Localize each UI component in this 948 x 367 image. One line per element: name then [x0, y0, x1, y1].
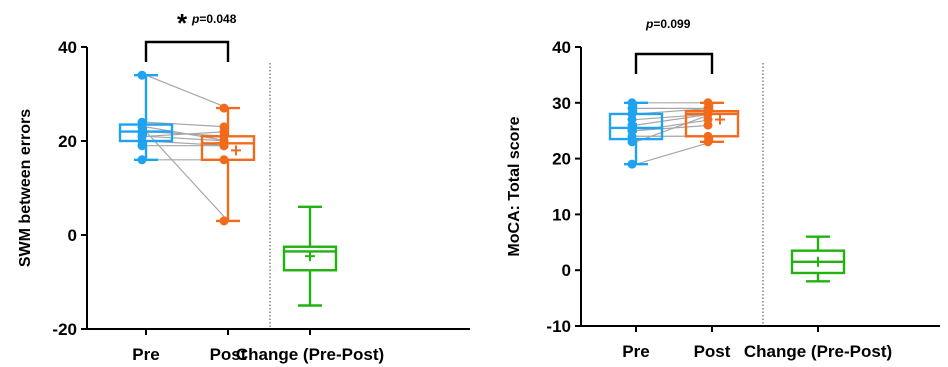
y-tick-label: 10 [552, 205, 571, 224]
x-tick-label: Post [210, 345, 247, 364]
paired-line [145, 121, 229, 128]
significance-star: * [177, 8, 188, 38]
y-tick-label: 40 [58, 38, 77, 57]
paired-line [635, 113, 713, 143]
data-point-pre [137, 155, 147, 165]
data-point-post [703, 120, 713, 130]
x-tick-label: Change (Pre-Post) [236, 345, 384, 364]
p-value-label: p=0.099 [645, 17, 691, 31]
data-point-post [703, 137, 713, 147]
box-change-pre-post [790, 235, 846, 283]
data-point-pre [137, 141, 147, 151]
data-point-pre [137, 131, 147, 141]
paired-line [145, 74, 229, 109]
paired-line [635, 113, 713, 126]
data-point-pre [627, 159, 637, 169]
data-point-post [703, 109, 713, 119]
y-tick-label: -10 [546, 317, 571, 336]
significance-bracket [144, 40, 230, 62]
paired-line [635, 141, 713, 165]
data-point-post [219, 127, 229, 137]
p-value: =0.048 [199, 12, 236, 26]
p-value-label: p=0.048 [191, 12, 237, 26]
p-value: =0.099 [653, 17, 690, 31]
y-tick-label: 40 [552, 38, 571, 57]
x-tick-label: Post [694, 342, 731, 361]
y-tick-label: 20 [58, 132, 77, 151]
x-tick-label: Change (Pre-Post) [744, 342, 892, 361]
box-change-pre-post [282, 205, 338, 307]
x-tick-label: Pre [622, 342, 649, 361]
data-point-pre [137, 122, 147, 132]
y-axis-title: SWM between errors [17, 109, 34, 267]
y-axis-title: MoCA: Total score [506, 116, 523, 256]
data-point-post [219, 216, 229, 226]
p-symbol: p [645, 17, 653, 31]
paired-line [145, 131, 229, 137]
significance-bracket [634, 52, 714, 74]
x-tick-label: Pre [132, 345, 159, 364]
box-iqr [282, 245, 338, 272]
paired-line [145, 135, 229, 142]
data-point-pre [137, 70, 147, 80]
y-tick-label: 30 [552, 94, 571, 113]
data-point-pre [627, 137, 637, 147]
p-symbol: p [191, 12, 199, 26]
data-point-post [219, 155, 229, 165]
y-tick-label: 20 [552, 150, 571, 169]
paired-line [145, 131, 229, 222]
panel-2: -10 0 10 20 30 40 MoCA: Total score Pre Post Chan… [506, 17, 940, 361]
y-tick-label: 0 [562, 261, 571, 280]
y-tick-label: 0 [68, 226, 77, 245]
data-point-post [219, 103, 229, 113]
y-tick-label: -20 [52, 320, 77, 339]
panel-1: -20 0 20 40 SWM between errors Pre PostChange … [17, 8, 470, 364]
data-point-post [219, 136, 229, 146]
